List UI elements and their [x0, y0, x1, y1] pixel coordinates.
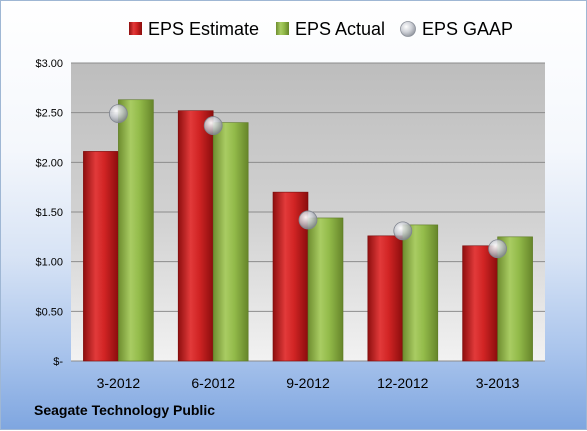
y-tick-label: $3.00: [35, 58, 63, 70]
legend-swatch-gaap: [400, 21, 416, 37]
y-tick-label: $2.50: [35, 108, 63, 120]
bar-eps-estimate: [177, 110, 214, 362]
bar-eps-estimate: [462, 245, 498, 362]
y-tick-label: $0.50: [35, 306, 63, 318]
x-tick-label: 12-2012: [377, 375, 429, 391]
bar-eps-estimate: [367, 235, 404, 362]
bar-eps-estimate: [83, 151, 119, 362]
legend-label-actual: EPS Actual: [295, 19, 385, 39]
marker-eps-gaap: [488, 239, 508, 259]
legend: EPS Estimate EPS Actual EPS GAAP: [129, 19, 513, 39]
marker-eps-gaap: [298, 210, 318, 230]
y-tick-label: $2.00: [35, 157, 63, 169]
bar-eps-actual: [212, 122, 249, 362]
x-tick-label: 3-2013: [476, 375, 520, 391]
x-tick-label: 6-2012: [191, 375, 235, 391]
marker-eps-gaap: [109, 104, 128, 124]
x-axis-labels: 3-2012 6-2012 9-2012 12-2012 3-2013: [97, 375, 520, 391]
bar-eps-actual: [497, 236, 533, 362]
gaap-markers: [109, 104, 508, 259]
legend-swatch-actual: [276, 22, 289, 35]
bar-eps-actual: [307, 217, 344, 362]
marker-eps-gaap: [393, 221, 413, 241]
legend-label-gaap: EPS GAAP: [422, 19, 513, 39]
bar-eps-actual: [402, 224, 439, 362]
bar-eps-actual: [118, 99, 154, 362]
y-tick-label: $1.00: [35, 257, 63, 269]
legend-swatch-estimate: [129, 22, 142, 35]
legend-label-estimate: EPS Estimate: [148, 19, 259, 39]
y-tick-label: $-: [53, 356, 63, 368]
x-tick-label: 3-2012: [97, 375, 141, 391]
marker-eps-gaap: [203, 116, 223, 135]
company-name: Seagate Technology Public: [34, 402, 216, 418]
x-tick-label: 9-2012: [286, 375, 330, 391]
y-tick-label: $1.50: [35, 207, 63, 219]
y-axis-ticks: $- $0.50 $1.00 $1.50 $2.00 $2.50 $3.00: [35, 58, 63, 368]
bars: [83, 99, 533, 362]
